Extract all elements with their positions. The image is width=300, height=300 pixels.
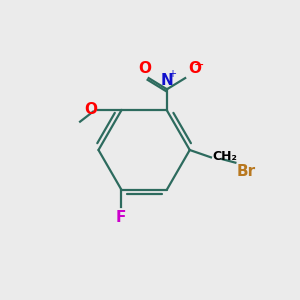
Text: −: − <box>194 58 205 72</box>
Text: O: O <box>188 61 201 76</box>
Text: Br: Br <box>237 164 256 179</box>
Text: F: F <box>116 209 127 224</box>
Text: +: + <box>168 69 176 79</box>
Text: O: O <box>138 61 151 76</box>
Text: CH₂: CH₂ <box>212 150 237 163</box>
Text: O: O <box>84 102 97 117</box>
Text: N: N <box>160 73 173 88</box>
